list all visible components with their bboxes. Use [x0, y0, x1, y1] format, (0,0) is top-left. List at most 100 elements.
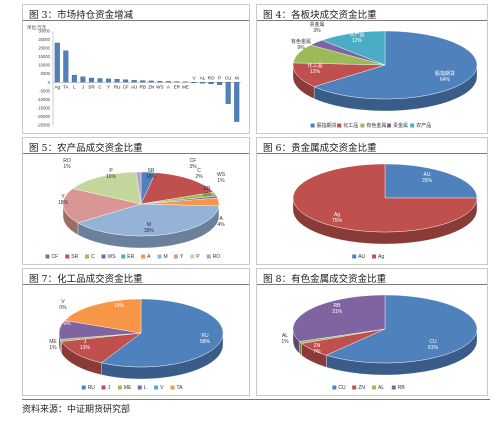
- data-label: 1%: [217, 178, 225, 184]
- y-tick-label: 5000: [41, 71, 51, 76]
- chart-panel-3: 图 3：市场持仓资金增减 单位:万元 30000 25000 20000 15000 10…: [22, 4, 250, 134]
- legend-swatch: [360, 123, 365, 128]
- legend-label: AL: [378, 385, 384, 391]
- chart-panel-7: 图 7：化工品成交资金比重 RU 58% J 13% ME 1% L 9% V 0% TA 19% RU…: [22, 268, 250, 396]
- bar: [71, 74, 77, 83]
- legend-label: RB: [398, 385, 406, 391]
- x-tick-label: J: [82, 84, 84, 89]
- bar: [157, 81, 163, 83]
- legend-label: ME: [124, 385, 132, 391]
- pie-slice: [292, 62, 386, 87]
- bar: [63, 50, 69, 83]
- chart-title-7: 图 7：化工品成交资金比重: [29, 274, 143, 285]
- legend-label: RU: [88, 385, 96, 391]
- legend-label: P: [196, 254, 200, 260]
- data-label: 0%: [59, 305, 67, 311]
- y-tick-label: -15000: [37, 105, 51, 110]
- legend-swatch: [101, 385, 106, 390]
- legend-swatch: [352, 254, 357, 259]
- bar: [225, 82, 231, 104]
- bar: [208, 82, 214, 84]
- legend-label: J: [108, 385, 111, 391]
- x-tick-label: V: [192, 75, 196, 80]
- y-tick-label: 10000: [38, 63, 50, 68]
- legend-label: L: [144, 385, 147, 391]
- footer-divider: [22, 399, 490, 400]
- legend-label: SR: [71, 254, 78, 260]
- legend-label: 农产品: [416, 122, 431, 129]
- data-label: 1%: [63, 164, 71, 170]
- bar: [140, 80, 146, 83]
- legend-label: 贵金属: [393, 122, 408, 129]
- legend-swatch: [206, 254, 211, 259]
- divider: [257, 284, 487, 285]
- legend-swatch: [141, 254, 146, 259]
- x-tick-label: RB: [140, 84, 146, 89]
- pie-slice: [72, 171, 142, 205]
- legend-swatch: [352, 385, 357, 390]
- x-tick-label: WS: [156, 84, 163, 89]
- legend-label: RO: [213, 254, 221, 260]
- data-label: J: [84, 339, 87, 345]
- y-tick-label: 30000: [38, 29, 50, 34]
- data-label: RB: [334, 303, 342, 309]
- data-label: CF: [190, 158, 197, 164]
- bar: [114, 79, 120, 83]
- chart-panel-8: 图 8：有色金属成交资金比重 CU 61% ZN 7% AL 1% RB 31% CU ZN AL R…: [256, 268, 488, 396]
- bar: [123, 79, 129, 83]
- legend-label: Ag: [378, 254, 384, 260]
- data-label: 贵金属: [309, 21, 324, 28]
- x-tick-label: Ag: [54, 84, 60, 89]
- pie-slice: [384, 163, 478, 199]
- legend-swatch: [337, 123, 342, 128]
- legend-label: WS: [108, 254, 117, 260]
- legend-swatch: [81, 385, 86, 390]
- data-label: M: [147, 222, 151, 228]
- source-note: 资料来源：中证期货研究部: [22, 405, 131, 415]
- pie-slice: [140, 172, 214, 205]
- divider: [23, 153, 249, 154]
- chart-panel-4: 图 4：各板块成交资金比重 股指期货 64% 化工品 12% 有色金属 9% 贵金属 3% 农产…: [256, 4, 488, 134]
- data-label: 39%: [144, 228, 155, 234]
- data-label: 有色金属: [291, 38, 311, 45]
- x-tick-label: RU: [114, 84, 121, 89]
- data-label: RU: [201, 333, 209, 339]
- x-tick-label: ER: [174, 84, 181, 89]
- data-label: ME: [49, 339, 57, 345]
- bar: [106, 78, 112, 83]
- data-label: 9%: [297, 45, 305, 51]
- legend-label: AU: [358, 254, 365, 260]
- pie-slice: [64, 298, 142, 334]
- data-label: AU: [424, 172, 431, 178]
- bar: [131, 80, 137, 83]
- data-label: C: [197, 168, 201, 174]
- legend-label: ER: [127, 254, 134, 260]
- data-label: 58%: [200, 339, 211, 345]
- data-label: 18%: [58, 200, 69, 206]
- data-label: WS: [217, 172, 226, 178]
- legend-label: A: [147, 254, 151, 260]
- chart-title-6: 图 6：贵金属成交资金比重: [263, 143, 377, 154]
- chart-title-4: 图 4：各板块成交资金比重: [263, 10, 377, 21]
- pie-slice: [62, 188, 142, 224]
- data-label: AL: [282, 333, 288, 339]
- bar: [182, 81, 188, 83]
- data-label: Y: [61, 194, 65, 200]
- x-tick-label: SR: [88, 84, 95, 89]
- legend-label: V: [160, 385, 164, 391]
- divider: [23, 284, 249, 285]
- x-tick-label: L: [73, 84, 76, 89]
- y-tick-label: -5000: [39, 88, 50, 93]
- legend-swatch: [173, 254, 178, 259]
- data-label: 64%: [440, 77, 451, 83]
- data-label: RO: [63, 158, 71, 164]
- data-label: 19%: [114, 303, 125, 309]
- bar: [217, 82, 223, 85]
- y-tick-label: 20000: [38, 46, 50, 51]
- x-tick-label: ME: [182, 84, 189, 89]
- x-tick-label: C: [98, 84, 102, 89]
- legend-label: CF: [52, 254, 59, 260]
